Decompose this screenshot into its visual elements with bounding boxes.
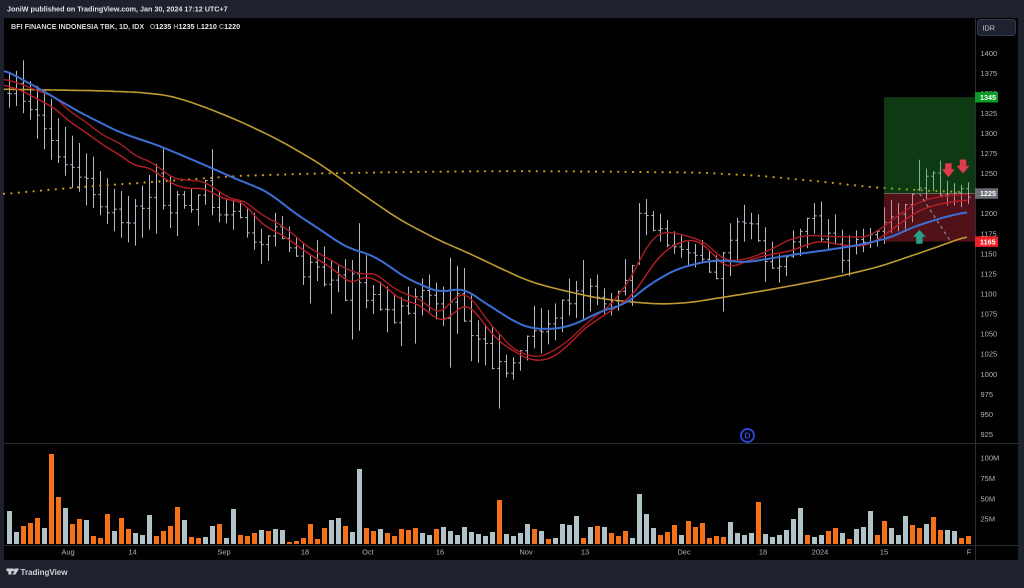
svg-text:50M: 50M [981,494,996,503]
svg-text:1165: 1165 [980,237,996,246]
svg-text:IDR: IDR [983,23,995,32]
svg-text:1000: 1000 [981,370,998,379]
svg-text:1050: 1050 [981,330,998,339]
svg-text:1250: 1250 [981,169,998,178]
svg-text:Dec: Dec [677,548,691,557]
svg-text:16: 16 [436,548,444,557]
svg-text:13: 13 [581,548,589,557]
svg-text:1100: 1100 [981,290,997,299]
svg-text:D: D [744,431,750,441]
svg-text:1075: 1075 [981,310,998,319]
svg-text:1150: 1150 [981,249,997,258]
svg-text:1275: 1275 [981,149,998,158]
svg-text:14: 14 [128,548,136,557]
svg-text:75M: 75M [981,474,996,483]
svg-text:2024: 2024 [812,548,829,557]
svg-text:925: 925 [981,430,994,439]
svg-text:Nov: Nov [519,548,533,557]
svg-text:100M: 100M [981,454,1000,463]
svg-text:25M: 25M [981,515,996,524]
svg-text:1375: 1375 [981,69,998,78]
svg-text:BFI FINANCE INDONESIA TBK, 1D,: BFI FINANCE INDONESIA TBK, 1D, IDX O1235… [11,22,240,31]
svg-text:1400: 1400 [981,49,998,58]
svg-text:950: 950 [981,410,994,419]
svg-text:1125: 1125 [981,269,997,278]
svg-text:JoniW published on TradingView: JoniW published on TradingView.com, Jan … [7,5,228,14]
svg-text:1175: 1175 [981,229,997,238]
svg-text:1225: 1225 [980,189,996,198]
svg-text:1325: 1325 [981,109,998,118]
svg-text:1200: 1200 [981,209,998,218]
svg-text:15: 15 [880,548,888,557]
svg-text:18: 18 [301,548,309,557]
svg-text:1300: 1300 [981,129,998,138]
svg-text:975: 975 [981,390,994,399]
svg-text:1025: 1025 [981,350,998,359]
svg-text:Aug: Aug [61,548,74,557]
svg-text:1345: 1345 [980,93,996,102]
svg-text:F: F [967,548,972,557]
svg-text:Sep: Sep [217,548,230,557]
svg-text:TradingView: TradingView [21,568,69,577]
svg-text:18: 18 [759,548,767,557]
svg-text:Oct: Oct [362,548,375,557]
